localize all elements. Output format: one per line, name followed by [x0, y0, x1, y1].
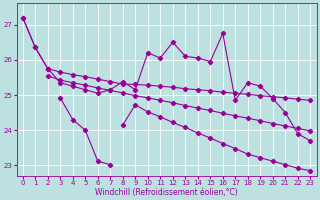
- X-axis label: Windchill (Refroidissement éolien,°C): Windchill (Refroidissement éolien,°C): [95, 188, 238, 197]
